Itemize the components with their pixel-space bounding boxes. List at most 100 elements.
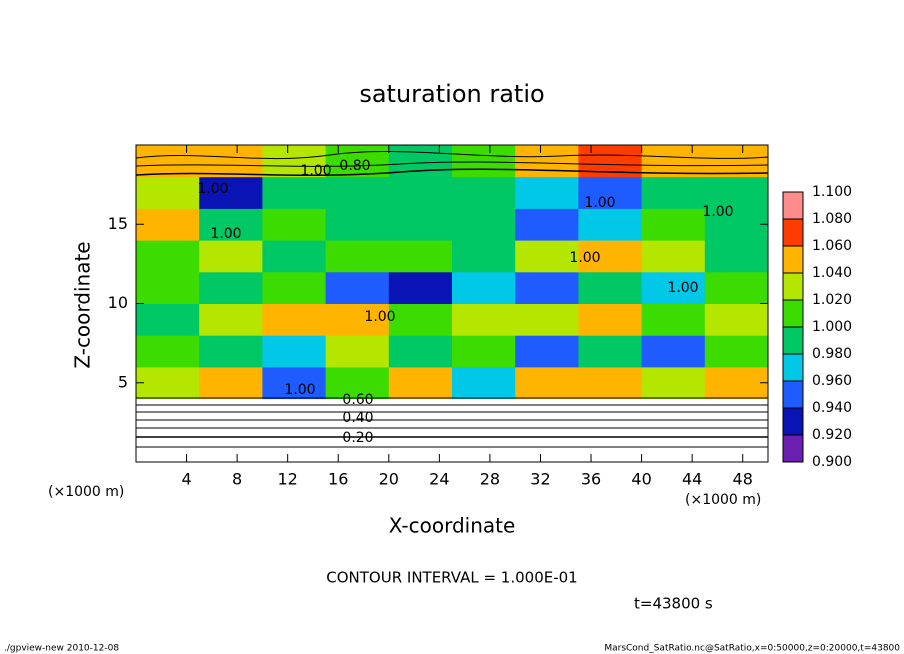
cell <box>262 145 327 178</box>
cell <box>452 240 516 273</box>
footer-left: ./gpview-new 2010-12-08 <box>4 644 119 654</box>
colorbar-tick-label: 0.900 <box>812 454 852 470</box>
cell <box>515 271 579 304</box>
x-tick-label: 8 <box>232 470 242 489</box>
cell <box>136 335 200 368</box>
chart-title: saturation ratio <box>359 80 544 108</box>
cell <box>704 240 769 273</box>
contour-line <box>135 151 769 160</box>
cell <box>325 145 390 178</box>
cell <box>515 145 579 178</box>
cell <box>136 430 200 463</box>
cell <box>704 366 769 400</box>
cell <box>199 366 263 400</box>
cell <box>136 398 200 431</box>
cell <box>452 430 516 463</box>
cell <box>641 366 706 400</box>
cell <box>325 176 390 209</box>
cell <box>388 335 453 368</box>
cell <box>262 335 327 368</box>
cell <box>325 335 390 368</box>
cell <box>199 303 263 336</box>
cell <box>641 303 706 336</box>
cell <box>704 303 769 336</box>
cell <box>136 303 200 336</box>
cell <box>515 176 579 209</box>
colorbar-tick-label: 1.060 <box>812 238 852 254</box>
cell <box>452 398 516 431</box>
cell <box>136 271 200 304</box>
cell <box>388 366 453 400</box>
cell <box>641 208 706 241</box>
x-tick-label: 40 <box>631 470 651 489</box>
cell <box>515 398 579 431</box>
cell <box>136 240 200 273</box>
contour-label: 1.00 <box>284 382 315 398</box>
colorbar-band <box>783 381 803 408</box>
colorbar-tick-label: 1.100 <box>812 184 852 200</box>
colorbar-band <box>783 273 803 300</box>
cell <box>388 303 453 336</box>
cell <box>452 303 516 336</box>
contour-label: 0.40 <box>342 410 373 426</box>
cell <box>578 335 643 368</box>
contour-label: 1.00 <box>584 195 615 211</box>
colorbar-tick-label: 1.020 <box>812 292 852 308</box>
colorbar-tick-label: 1.000 <box>812 319 852 335</box>
contour-label: 1.00 <box>702 204 733 220</box>
cell <box>452 208 516 241</box>
colorbar-band <box>783 192 803 219</box>
cell <box>388 176 453 209</box>
cell <box>199 176 263 209</box>
contour-line <box>135 168 769 176</box>
colorbar-band <box>783 327 803 354</box>
x-unit: (×1000 m) <box>685 492 761 508</box>
cell <box>578 430 643 463</box>
x-tick-label: 28 <box>480 470 500 489</box>
x-tick-label: 36 <box>581 470 601 489</box>
cell <box>452 366 516 400</box>
cell <box>452 335 516 368</box>
x-tick-label: 24 <box>429 470 449 489</box>
contours <box>135 151 769 448</box>
contour-label: 1.00 <box>667 280 698 296</box>
colorbar-tick-label: 0.980 <box>812 346 852 362</box>
cell <box>136 208 200 241</box>
cell <box>199 335 263 368</box>
y-axis-label: Z-coordinate <box>71 241 95 368</box>
x-tick-label: 12 <box>278 470 298 489</box>
x-tick-label: 16 <box>328 470 348 489</box>
contour-labels: 1.00 0.80 1.00 1.00 1.00 1.00 1.00 1.00 1.00 1.00… <box>197 158 733 446</box>
colorbar-tick-label: 0.920 <box>812 427 852 443</box>
cell <box>515 303 579 336</box>
time-label: t=43800 s <box>634 595 713 613</box>
cell <box>262 176 327 209</box>
cell <box>325 240 390 273</box>
cell <box>641 430 706 463</box>
cell <box>641 145 706 178</box>
colorbar-band <box>783 408 803 435</box>
colorbar-band <box>783 246 803 273</box>
contour-label: 1.00 <box>300 163 331 179</box>
cell <box>704 176 769 209</box>
y-tick-label: 15 <box>108 214 128 233</box>
cell <box>578 176 643 209</box>
cell <box>578 208 643 241</box>
colorbar-tick-label: 0.960 <box>812 373 852 389</box>
contour-label: 1.00 <box>210 226 241 242</box>
cell <box>388 271 453 304</box>
contour-label: 1.00 <box>569 250 600 266</box>
contour-interval: CONTOUR INTERVAL = 1.000E-01 <box>326 569 577 587</box>
footer-right: MarsCond_SatRatio.nc@SatRatio,x=0:50000,… <box>604 644 900 654</box>
x-tick-label: 44 <box>682 470 702 489</box>
contour-label: 0.20 <box>342 430 373 446</box>
cell <box>199 398 263 431</box>
cell <box>388 240 453 273</box>
cell <box>199 145 263 178</box>
cell <box>262 303 327 336</box>
contour-line <box>135 161 769 167</box>
cell <box>325 208 390 241</box>
cell <box>388 398 453 431</box>
cell <box>641 271 706 304</box>
